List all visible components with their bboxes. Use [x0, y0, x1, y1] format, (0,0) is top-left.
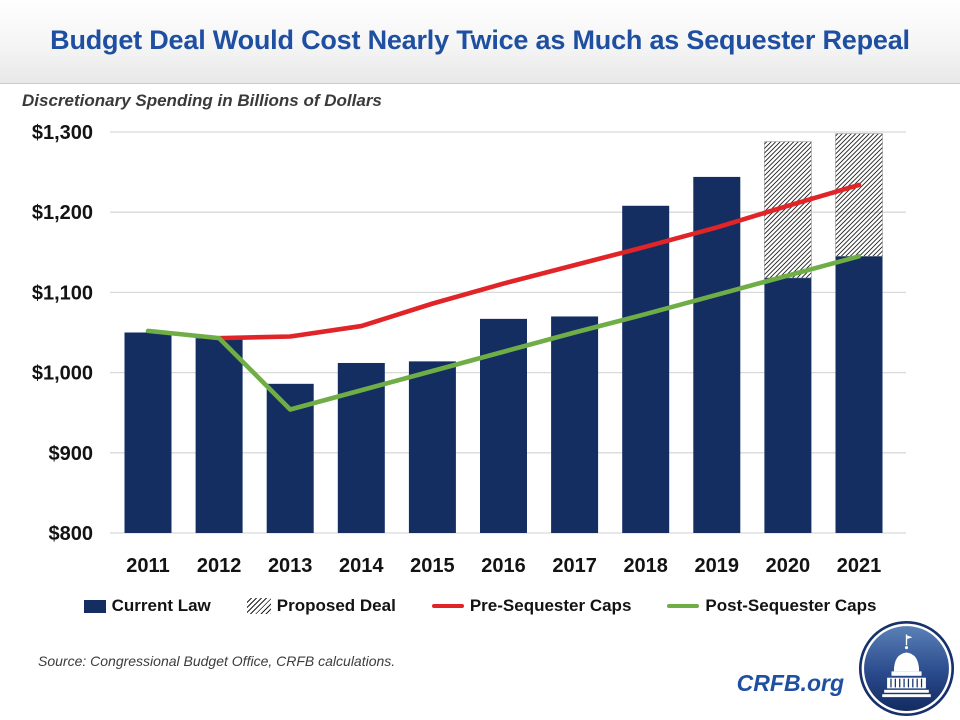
bar-2018 [622, 205, 670, 533]
x-tick-label-2011: 2011 [126, 555, 169, 577]
y-tick-label-1000: $1,000 [32, 363, 93, 385]
legend-item-current-law: Current Law [83, 596, 211, 616]
legend-item-pre-sequester-caps: Pre-Sequester Caps [431, 596, 632, 616]
x-tick-label-2021: 2021 [837, 555, 882, 577]
bar-2019 [693, 176, 741, 534]
y-tick-label-1200: $1,200 [32, 202, 93, 224]
bar-2012 [195, 338, 243, 533]
chart-subtitle: Discretionary Spending in Billions of Do… [22, 91, 382, 110]
bar-2015 [408, 361, 456, 533]
legend-swatch-pre-sequester-icon [431, 603, 464, 609]
bar-2020 [764, 277, 812, 533]
x-tick-label-2015: 2015 [410, 555, 455, 577]
x-tick-label-2016: 2016 [481, 555, 526, 577]
page-title: Budget Deal Would Cost Nearly Twice as M… [50, 25, 910, 55]
source-note: Source: Congressional Budget Office, CRF… [38, 653, 396, 669]
legend-label-proposed-deal: Proposed Deal [276, 596, 396, 615]
chart-canvas: $800 $900 $1,000 $1,100 $1,200 $1,300 2011 2012… [32, 122, 906, 577]
x-tick-label-2017: 2017 [552, 555, 597, 577]
hatch-bar-2021 [835, 133, 883, 257]
chart-legend: Current Law Proposed Deal Pre-Sequester … [0, 593, 960, 619]
legend-label-current-law: Current Law [111, 596, 211, 615]
x-tick-label-2014: 2014 [339, 555, 384, 577]
header-band [0, 0, 960, 84]
crfb-org-label: CRFB.org [736, 670, 844, 696]
legend-item-post-sequester-caps: Post-Sequester Caps [667, 596, 876, 616]
legend-swatch-proposed-deal-icon [246, 598, 271, 614]
y-tick-label-900: $900 [49, 443, 94, 465]
x-tick-label-2012: 2012 [197, 555, 242, 577]
y-tick-label-1300: $1,300 [32, 122, 93, 144]
y-tick-label-800: $800 [49, 523, 94, 545]
legend-label-post-sequester: Post-Sequester Caps [705, 596, 877, 615]
legend-swatch-current-law-icon [83, 599, 106, 613]
x-tick-label-2019: 2019 [695, 555, 740, 577]
bar-2021 [835, 256, 883, 533]
legend-item-proposed-deal: Proposed Deal [246, 596, 396, 616]
crfb-logo [858, 620, 955, 717]
y-tick-label-1100: $1,100 [32, 282, 93, 304]
y-axis-labels: $800 $900 $1,000 $1,100 $1,200 $1,300 [32, 122, 93, 545]
line-post-sequester-caps [145, 254, 862, 412]
x-tick-label-2018: 2018 [623, 555, 668, 577]
bar-2017 [551, 316, 599, 533]
legend-label-pre-sequester: Pre-Sequester Caps [469, 596, 632, 615]
x-tick-label-2013: 2013 [268, 555, 313, 577]
line-pre-sequester-caps [216, 182, 862, 341]
bar-2011 [124, 332, 172, 533]
capitol-columns [890, 678, 923, 688]
x-axis-labels: 2011 2012 2013 2014 2015 2016 2017 2018 2019 2020… [126, 555, 881, 577]
x-tick-label-2020: 2020 [766, 555, 811, 577]
capitol-icon [882, 634, 931, 698]
legend-swatch-post-sequester-icon [667, 603, 700, 609]
